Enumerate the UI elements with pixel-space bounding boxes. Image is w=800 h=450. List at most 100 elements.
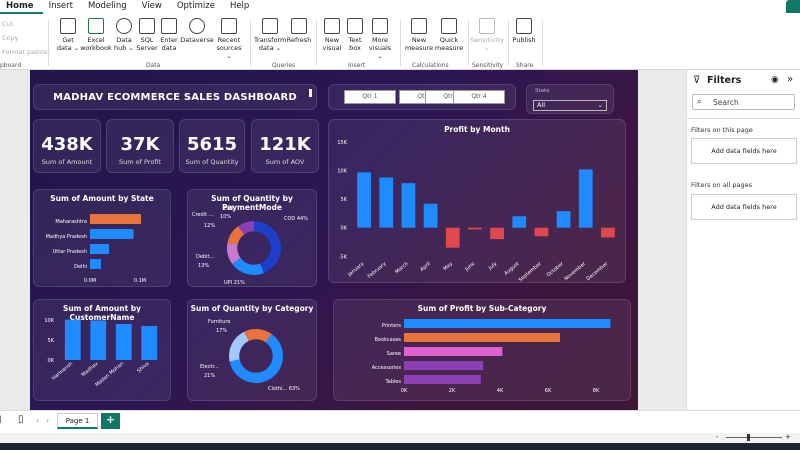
bar bbox=[404, 333, 560, 342]
get-data-button[interactable]: Get data ⌄ bbox=[56, 18, 80, 52]
tab-insert[interactable]: Insert bbox=[48, 1, 73, 11]
donut-slice bbox=[238, 221, 254, 235]
axis-tick-label: 5K bbox=[48, 338, 55, 344]
calculator-icon bbox=[441, 18, 457, 34]
axis-tick-label: 10K bbox=[44, 318, 54, 324]
kpi-card-profit[interactable]: 37K Sum of Profit bbox=[106, 119, 174, 173]
donut-label: Debit... bbox=[196, 254, 215, 260]
server-icon bbox=[139, 18, 155, 34]
bar-category-label: Uttar Pradesh bbox=[53, 249, 87, 255]
page-tab-1[interactable]: Page 1 bbox=[57, 413, 98, 429]
cut-button[interactable]: Cut bbox=[2, 20, 14, 28]
payment-donut-chart: COD 44% UPI 21% Debit... 13% Credit ... 12% EM… bbox=[192, 206, 308, 286]
axis-tick-label: -5K bbox=[339, 254, 348, 260]
bar-category-label: April bbox=[419, 261, 432, 273]
chevron-left-icon[interactable]: ‹ bbox=[36, 416, 40, 425]
donut-label: 10% bbox=[220, 214, 231, 220]
tab-optimize[interactable]: Optimize bbox=[176, 1, 215, 11]
excel-icon bbox=[88, 18, 104, 34]
desktop-view-icon[interactable]: ▯ bbox=[0, 414, 2, 425]
qtr4-button[interactable]: Qtr 4 bbox=[453, 90, 505, 104]
filters-all-pages-dropzone[interactable]: Add data fields here bbox=[691, 194, 797, 220]
filters-on-page-label: Filters on this page bbox=[691, 126, 753, 134]
zoom-in-button[interactable]: + bbox=[785, 433, 791, 441]
scroll-indicator bbox=[309, 89, 312, 97]
donut-slice bbox=[244, 329, 272, 343]
zoom-out-button[interactable]: - bbox=[716, 433, 719, 441]
recent-sources-button[interactable]: Recent sources ⌄ bbox=[214, 18, 244, 60]
transform-icon bbox=[262, 18, 278, 34]
donut-slice bbox=[229, 331, 249, 362]
chart-profit-by-subcategory[interactable]: Sum of Profit by Sub-Category Printers Bo… bbox=[333, 299, 631, 401]
transform-data-button[interactable]: Transform data ⌄ bbox=[254, 18, 286, 52]
mobile-view-icon[interactable]: ▯ bbox=[18, 414, 24, 425]
donut-label: Clothi... 63% bbox=[268, 386, 300, 392]
donut-label: 12% bbox=[204, 223, 215, 229]
refresh-button[interactable]: Refresh bbox=[286, 18, 312, 44]
clock-icon bbox=[221, 18, 237, 34]
kpi-label: Sum of Profit bbox=[119, 158, 161, 166]
divider bbox=[316, 20, 317, 66]
share-corner-button[interactable] bbox=[786, 0, 800, 13]
bar-category-label: February bbox=[367, 261, 388, 280]
kpi-card-amount[interactable]: 438K Sum of Amount bbox=[33, 119, 101, 173]
filters-pane: ⊽ Filters ◉ » ⌕ Search Filters on this p… bbox=[686, 70, 800, 410]
zoom-slider-handle[interactable] bbox=[747, 434, 750, 441]
bar bbox=[357, 172, 371, 228]
more-visuals-button[interactable]: More visuals ⌄ bbox=[366, 18, 394, 60]
collapse-icon[interactable]: » bbox=[787, 74, 794, 85]
new-measure-button[interactable]: New measure bbox=[404, 18, 434, 52]
title-card[interactable]: MADHAV ECOMMERCE SALES DASHBOARD bbox=[33, 84, 317, 110]
filter-search-box[interactable]: ⌕ Search bbox=[692, 94, 795, 110]
sensitivity-button[interactable]: Sensitivity ⌄ bbox=[470, 18, 504, 52]
chart-title: Sum of Amount by CustomerName bbox=[62, 304, 142, 322]
kpi-label: Sum of AOV bbox=[265, 158, 305, 166]
tab-modeling[interactable]: Modeling bbox=[87, 1, 127, 11]
zoom-slider[interactable] bbox=[726, 437, 782, 438]
add-page-button[interactable]: + bbox=[101, 413, 120, 429]
excel-workbook-button[interactable]: Excel workbook bbox=[80, 18, 112, 52]
database-icon bbox=[60, 18, 76, 34]
kpi-card-aov[interactable]: 121K Sum of AOV bbox=[251, 119, 319, 173]
tab-view[interactable]: View bbox=[141, 1, 162, 11]
eye-icon[interactable]: ◉ bbox=[771, 75, 779, 85]
chart-amount-by-state[interactable]: Sum of Amount by State Maharashtra Madhya… bbox=[33, 189, 171, 287]
kpi-value: 121K bbox=[259, 134, 311, 155]
copy-button[interactable]: Copy bbox=[2, 34, 19, 42]
bar-category-label: August bbox=[503, 261, 520, 277]
donut-slice bbox=[232, 257, 264, 275]
data-hub-button[interactable]: Data hub ⌄ bbox=[112, 18, 136, 52]
quick-measure-button[interactable]: Quick measure bbox=[434, 18, 464, 52]
qtr1-button[interactable]: Qtr 1 bbox=[344, 90, 396, 104]
bar-category-label: Harivansh bbox=[51, 361, 74, 382]
filters-on-page-dropzone[interactable]: Add data fields here bbox=[691, 138, 797, 164]
chart-quantity-by-payment[interactable]: Sum of Quantity by PaymentMode COD 44% UP… bbox=[187, 189, 317, 287]
chart-amount-by-customer[interactable]: Sum of Amount by CustomerName 10K 5K 0K Har… bbox=[33, 299, 171, 401]
new-visual-button[interactable]: New visual bbox=[320, 18, 344, 52]
chart-title: Sum of Quantity by PaymentMode bbox=[211, 194, 293, 212]
axis-tick-label: 0K bbox=[48, 358, 55, 364]
bar bbox=[490, 227, 504, 240]
bar bbox=[404, 319, 611, 328]
calculator-icon bbox=[411, 18, 427, 34]
dataverse-button[interactable]: Dataverse bbox=[180, 18, 214, 44]
chart-quantity-by-category[interactable]: Sum of Quantity by Category Clothi... 63… bbox=[187, 299, 317, 401]
kpi-card-quantity[interactable]: 5615 Sum of Quantity bbox=[179, 119, 245, 173]
state-slicer[interactable]: State All ⌄ bbox=[526, 84, 614, 114]
bar-category-label: Accessories bbox=[372, 365, 402, 371]
text-box-button[interactable]: Text box bbox=[344, 18, 366, 52]
format-painter-button[interactable]: Format painter bbox=[2, 48, 51, 56]
donut-label: Furniture bbox=[208, 319, 230, 325]
publish-button[interactable]: Publish bbox=[510, 18, 538, 44]
chevron-right-icon[interactable]: › bbox=[46, 416, 50, 425]
axis-tick-label: 8K bbox=[593, 388, 600, 394]
state-dropdown[interactable]: All ⌄ bbox=[533, 100, 607, 111]
chart-profit-by-month[interactable]: Profit by Month 15K 10K 5K 0K -5K January Febr… bbox=[328, 119, 626, 283]
subcategory-bar-chart: Printers Bookcases Saree Accessories Tables0… bbox=[372, 319, 611, 394]
enter-data-button[interactable]: Enter data bbox=[158, 18, 180, 52]
dataverse-icon bbox=[189, 18, 205, 34]
tab-help[interactable]: Help bbox=[229, 1, 250, 11]
tab-home[interactable]: Home bbox=[0, 0, 43, 14]
sql-server-button[interactable]: SQL Server bbox=[136, 18, 158, 52]
